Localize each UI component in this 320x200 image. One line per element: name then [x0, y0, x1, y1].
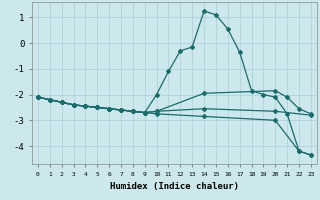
X-axis label: Humidex (Indice chaleur): Humidex (Indice chaleur): [110, 182, 239, 191]
